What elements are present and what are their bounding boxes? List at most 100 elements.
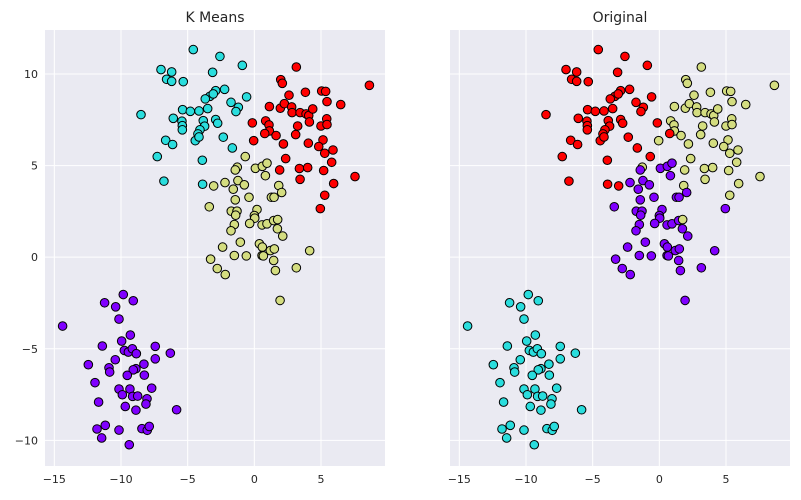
scatter-point xyxy=(723,135,733,145)
scatter-point xyxy=(504,297,515,308)
scatter-point xyxy=(695,129,706,140)
scatter-point xyxy=(269,192,279,203)
scatter-point xyxy=(290,129,301,140)
scatter-point xyxy=(269,244,280,254)
scatter-point xyxy=(275,295,285,306)
scatter-point xyxy=(287,107,297,118)
scatter-point xyxy=(150,341,161,352)
scatter-point xyxy=(227,143,238,153)
scatter-point xyxy=(673,255,684,266)
scatter-point xyxy=(645,151,656,162)
scatter-point xyxy=(707,162,718,173)
original-panel: Original −15 −10 −5 0 5 xyxy=(448,10,790,486)
scatter-point xyxy=(226,97,236,108)
scatter-point xyxy=(696,262,707,273)
scatter-point xyxy=(90,377,100,388)
scatter-point xyxy=(699,163,710,174)
scatter-point xyxy=(593,44,604,55)
scatter-point xyxy=(689,90,699,101)
scatter-point xyxy=(259,128,270,139)
scatter-point xyxy=(634,250,645,261)
scatter-point xyxy=(128,365,139,375)
scatter-point xyxy=(620,51,630,62)
scatter-point xyxy=(523,289,534,300)
scatter-point xyxy=(118,289,129,300)
y-tick-label: 5 xyxy=(31,160,38,173)
scatter-point xyxy=(683,139,694,149)
scatter-point xyxy=(228,184,239,194)
scatter-point xyxy=(652,118,663,128)
scatter-point xyxy=(194,132,204,142)
scatter-point xyxy=(208,89,219,99)
scatter-point xyxy=(509,367,520,377)
scatter-point xyxy=(230,210,241,221)
scatter-point xyxy=(280,153,291,164)
scatter-point xyxy=(272,214,283,225)
scatter-point xyxy=(284,90,294,101)
scatter-point xyxy=(631,97,641,108)
scatter-point xyxy=(576,404,587,415)
scatter-point xyxy=(525,401,536,412)
scatter-point xyxy=(521,336,532,346)
scatter-point xyxy=(241,251,252,261)
scatter-point xyxy=(247,118,258,128)
scatter-point xyxy=(124,439,135,450)
scatter-point xyxy=(239,179,250,190)
scatter-point xyxy=(212,118,223,129)
scatter-point xyxy=(571,67,582,77)
scatter-point xyxy=(679,165,690,175)
scatter-point xyxy=(132,391,143,401)
scatter-point xyxy=(364,80,375,91)
scatter-point xyxy=(215,51,225,62)
scatter-point xyxy=(649,218,660,229)
scatter-point xyxy=(274,165,285,175)
scatter-point xyxy=(120,401,131,412)
scatter-point xyxy=(622,242,633,252)
scatter-point xyxy=(573,113,584,124)
scatter-point xyxy=(264,101,275,112)
scatter-point xyxy=(139,370,150,380)
scatter-point xyxy=(617,118,628,129)
scatter-point xyxy=(515,302,526,312)
scatter-point xyxy=(724,148,735,159)
y-tick-label: 0 xyxy=(31,251,38,264)
scatter-point xyxy=(718,141,729,152)
scatter-point xyxy=(185,106,196,117)
scatter-point xyxy=(114,314,124,324)
scatter-point xyxy=(104,367,115,377)
scatter-point xyxy=(602,155,613,166)
scatter-point xyxy=(110,354,121,365)
scatter-point xyxy=(146,383,157,393)
scatter-point xyxy=(681,187,692,198)
scatter-point xyxy=(248,135,259,146)
scatter-point xyxy=(257,242,268,252)
scatter-point xyxy=(617,263,628,274)
scatter-point xyxy=(709,117,720,127)
scatter-point xyxy=(136,109,146,120)
scatter-point xyxy=(262,158,272,168)
scatter-point xyxy=(291,262,302,273)
y-tick-label: 10 xyxy=(24,68,38,81)
scatter-point xyxy=(229,250,240,261)
scatter-point xyxy=(612,67,623,78)
scatter-point xyxy=(128,295,139,306)
scatter-point xyxy=(159,176,169,186)
scatter-point xyxy=(230,195,241,205)
kmeans-title: K Means xyxy=(185,10,244,26)
scatter-point xyxy=(295,174,305,185)
scatter-point xyxy=(675,265,686,276)
scatter-point xyxy=(205,254,216,264)
scatter-point xyxy=(725,86,736,97)
scatter-point xyxy=(114,425,124,435)
x-tick-label: −15 xyxy=(448,473,471,486)
scatter-point xyxy=(533,295,544,306)
scatter-point xyxy=(219,84,230,95)
scatter-point xyxy=(96,433,107,443)
scatter-point xyxy=(502,341,513,351)
scatter-point xyxy=(677,223,688,234)
x-tick-label: −10 xyxy=(109,473,132,486)
scatter-point xyxy=(277,78,288,89)
scatter-point xyxy=(709,245,720,256)
scatter-point xyxy=(633,184,644,194)
